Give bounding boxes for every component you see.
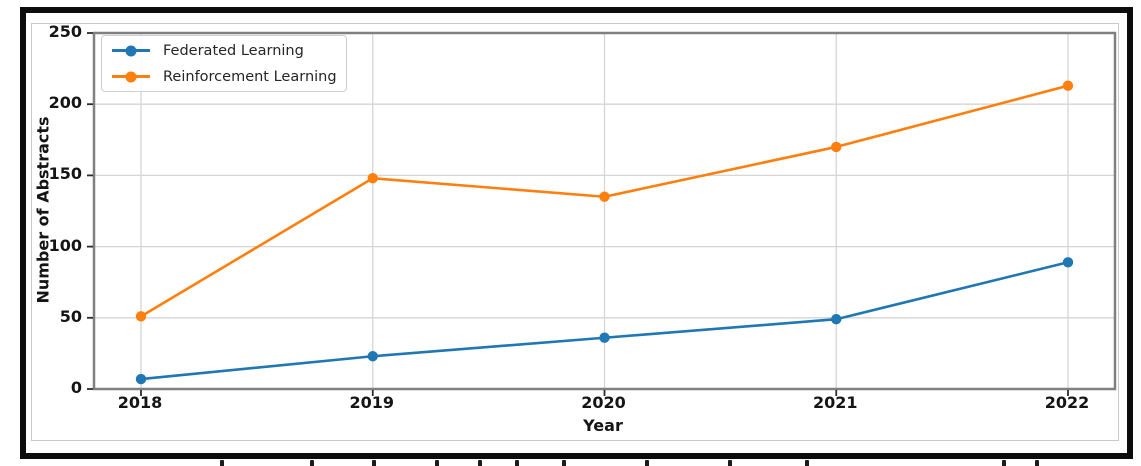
cutoff-glyph-fragment [515,460,519,466]
cutoff-glyph-fragment [310,460,314,466]
x-tick-label: 2021 [812,393,858,412]
legend-line-marker-icon [112,45,150,56]
figure-area [31,23,1119,441]
legend-label: Reinforcement Learning [163,68,337,85]
x-tick-label: 2018 [117,393,163,412]
cutoff-caption-fragments [0,459,1141,466]
cutoff-glyph-fragment [478,460,482,466]
legend-item-federated-learning: Federated Learning [112,39,346,63]
x-tick-label: 2020 [581,393,626,412]
legend: Federated Learning Reinforcement Learnin… [101,35,347,92]
y-tick-label: 200 [48,93,82,113]
cutoff-glyph-fragment [562,460,566,466]
cutoff-glyph-fragment [805,460,809,466]
legend-item-reinforcement-learning: Reinforcement Learning [112,65,346,89]
cutoff-glyph-fragment [220,460,224,466]
cutoff-glyph-fragment [435,460,439,466]
legend-label: Federated Learning [163,42,304,59]
cutoff-glyph-fragment [372,460,376,466]
y-tick-label: 100 [48,235,82,255]
y-tick-label: 250 [48,22,82,41]
legend-line-marker-icon [112,71,150,82]
cutoff-glyph-fragment [1035,460,1039,466]
y-tick-label: 150 [48,164,82,184]
cutoff-glyph-fragment [1002,460,1006,466]
y-tick-label: 0 [70,378,82,397]
cutoff-glyph-fragment [645,460,649,466]
y-tick-label: 50 [59,306,82,326]
x-tick-label: 2022 [1044,393,1090,412]
image-black-frame [20,7,1133,459]
y-axis-label: Number of Abstracts [33,116,53,304]
x-tick-label: 2019 [349,393,395,412]
x-axis-label: Year [583,416,623,435]
line-chart [87,31,1117,396]
cutoff-glyph-fragment [728,460,732,466]
